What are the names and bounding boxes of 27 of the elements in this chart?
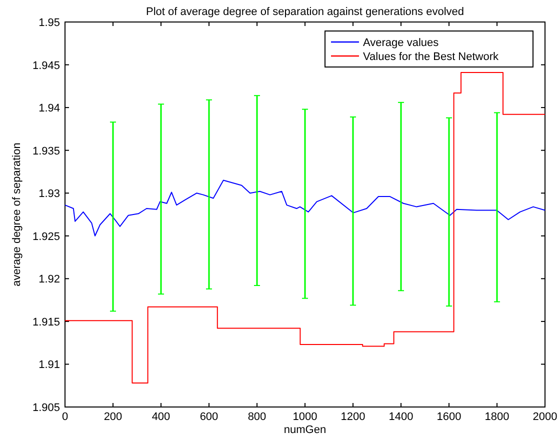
y-tick-label: 1.945 <box>32 60 60 72</box>
y-tick-label: 1.905 <box>32 402 60 414</box>
line-series <box>64 180 546 236</box>
x-tick-label: 800 <box>248 411 266 423</box>
x-tick-label: 1800 <box>484 411 510 423</box>
y-tick-label: 1.915 <box>32 316 60 328</box>
y-tick-label: 1.93 <box>38 188 60 200</box>
x-tick-label: 400 <box>152 411 170 423</box>
x-tick-label: 1400 <box>388 411 414 423</box>
x-tick-label: 1200 <box>340 411 366 423</box>
y-tick-label: 1.94 <box>38 102 60 115</box>
y-tick-label: 1.95 <box>38 17 60 29</box>
x-tick-label: 200 <box>104 411 122 423</box>
x-tick-label: 2000 <box>532 411 558 423</box>
legend-label: Average values <box>363 37 440 49</box>
x-axis-title: numGen <box>284 424 326 436</box>
y-tick-label: 1.92 <box>38 274 60 286</box>
y-tick-label: 1.925 <box>32 230 60 243</box>
x-tick-label: 1000 <box>292 411 318 423</box>
x-tick-label: 1600 <box>436 411 462 423</box>
chart-title: Plot of average degree of separation against generations evolved <box>146 6 464 18</box>
y-axis-title: average degree of separation <box>11 142 23 286</box>
x-tick-label: 0 <box>62 411 68 423</box>
legend-label: Values for the Best Network <box>363 51 500 63</box>
y-tick-label: 1.935 <box>32 145 60 158</box>
x-tick-label: 600 <box>200 411 218 423</box>
y-tick-label: 1.91 <box>38 359 60 372</box>
